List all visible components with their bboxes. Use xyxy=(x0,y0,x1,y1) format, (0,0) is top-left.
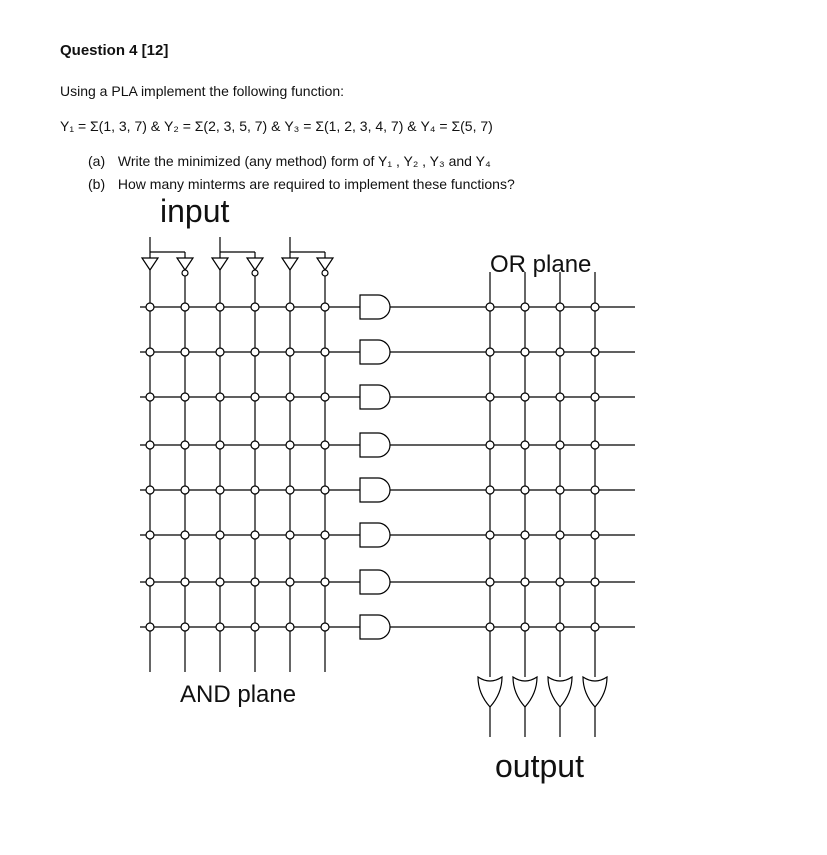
input-label: input xyxy=(160,187,229,235)
pla-diagram: input OR plane AND plane output xyxy=(60,197,760,797)
part-b-marker: (b) xyxy=(88,174,114,195)
pla-svg xyxy=(60,197,760,797)
question-title: Question 4 [12] xyxy=(60,40,767,63)
part-a-text: Write the minimized (any method) form of… xyxy=(118,153,491,169)
question-part-a: (a) Write the minimized (any method) for… xyxy=(88,151,767,172)
part-a-marker: (a) xyxy=(88,151,114,172)
and-plane-label: AND plane xyxy=(180,677,296,713)
or-plane-label: OR plane xyxy=(490,247,591,283)
output-label: output xyxy=(495,742,584,790)
question-intro: Using a PLA implement the following func… xyxy=(60,81,767,102)
question-functions: Y₁ = Σ(1, 3, 7) & Y₂ = Σ(2, 3, 5, 7) & Y… xyxy=(60,116,767,137)
